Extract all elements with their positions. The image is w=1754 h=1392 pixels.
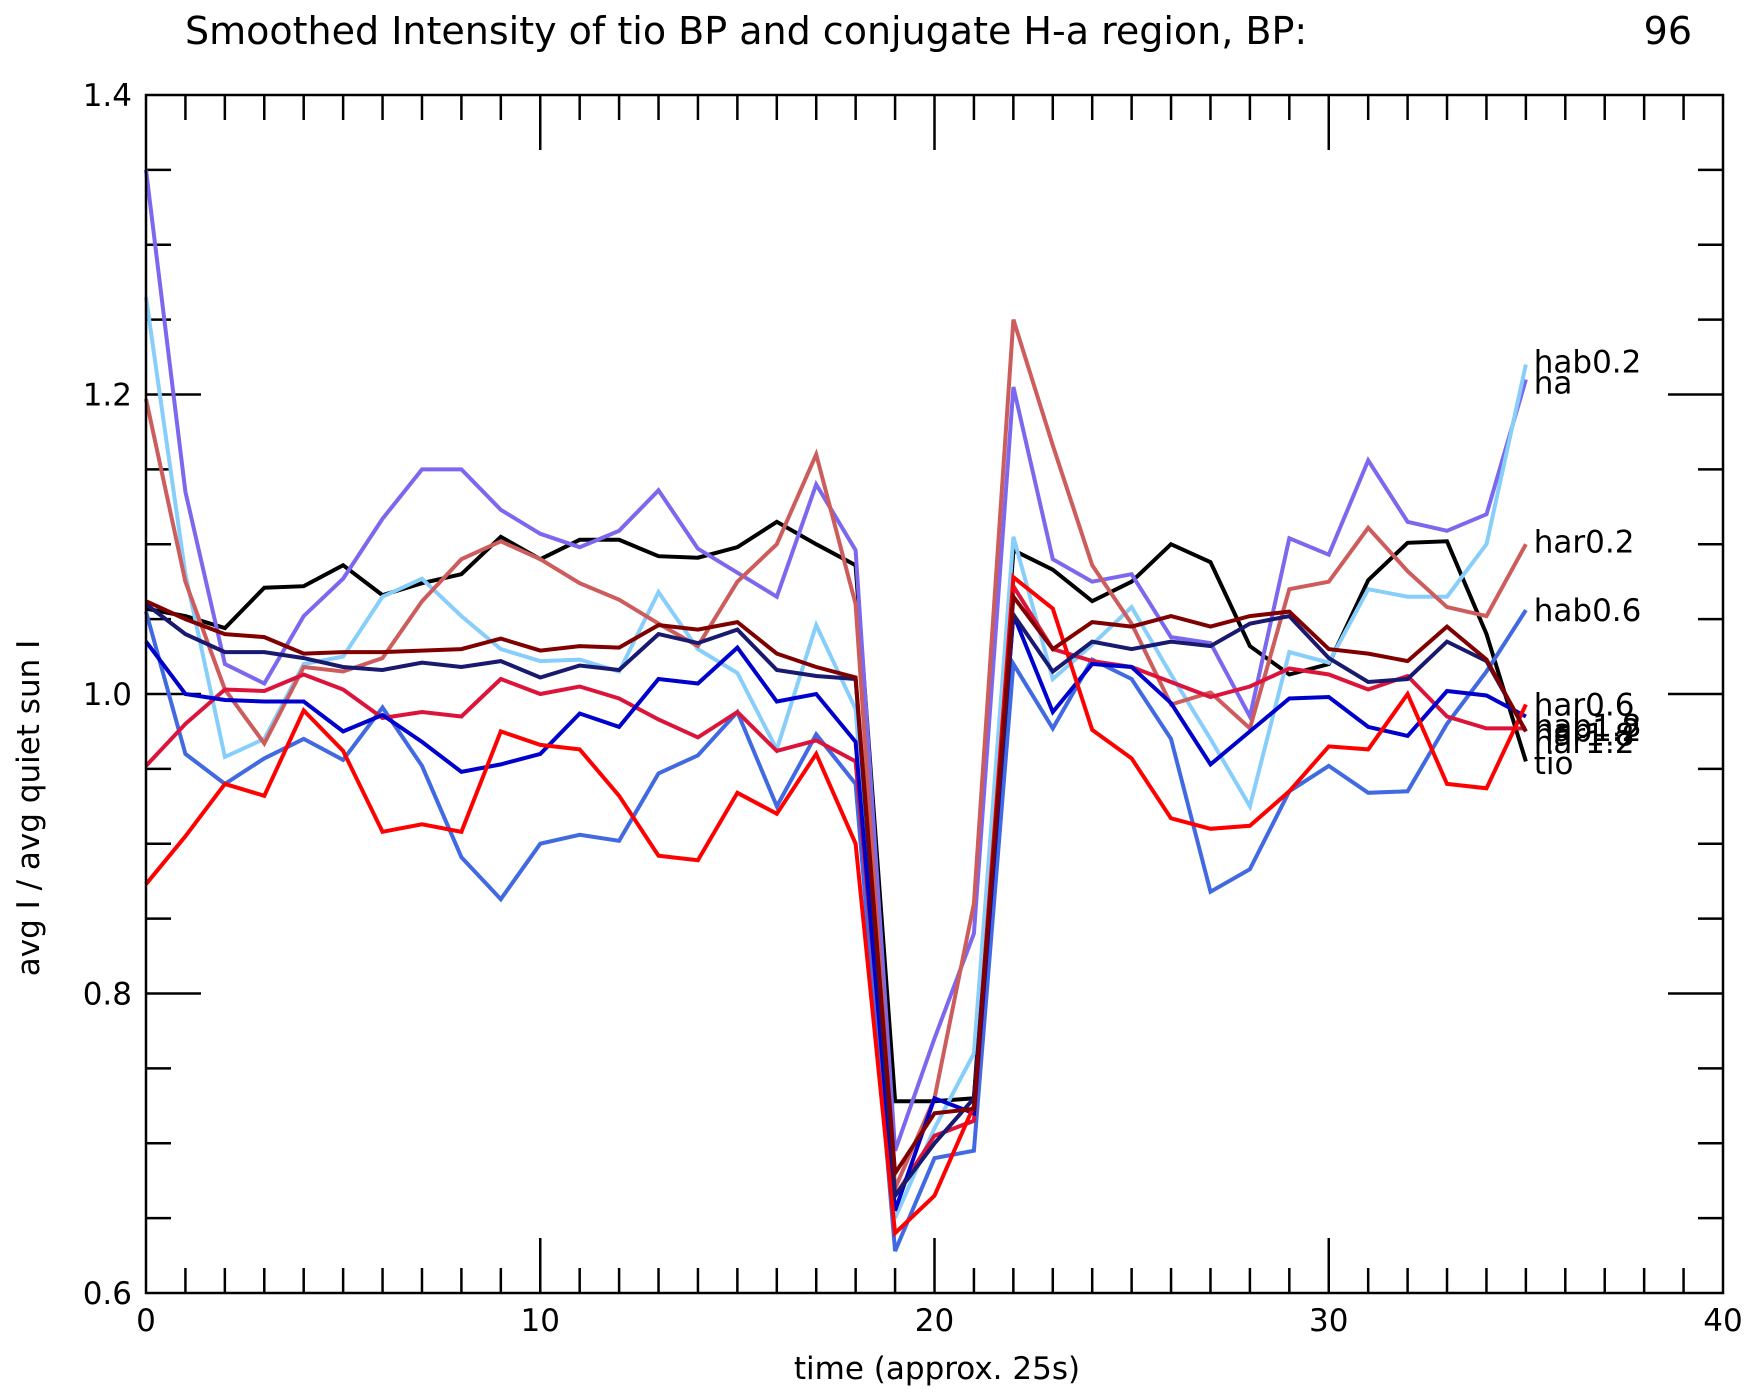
plot-frame [144,93,1725,1295]
series-label-ha: ha [1534,366,1573,402]
y-tick-label: 1.0 [83,677,132,713]
x-tick-label: 20 [915,1303,954,1339]
series-line-har1-8 [145,591,1528,1180]
series-label-tio: tio [1534,746,1574,782]
series-end-labels: hab0.2ha har0.2 hab0.6 har0.6hab1.8hab1.2ha… [1534,345,1642,782]
series-line-har1-2 [144,573,1528,1238]
x-tick-label: 0 [136,1303,156,1339]
series-label-har1-8: har1.8 [1534,717,1635,753]
x-tick-label: 40 [1703,1303,1742,1339]
chart-title: Smoothed Intensity of tio BP and conjuga… [185,9,1307,53]
series-label-har0-6: har0.6 [1534,687,1635,723]
series-line-hab0-6 [144,609,1528,1252]
y-tick-label: 0.8 [83,977,132,1013]
axis-ticks [146,95,1723,1293]
series-line-har0-6 [144,579,1526,1202]
y-axis-title: avg I / avg quiet sun I [11,640,47,977]
series-label-har1-2: har1.2 [1534,725,1635,761]
x-tick-label: 30 [1309,1303,1348,1339]
tick-labels: 0 10 20 30 40 0.6 0.8 1.0 1.2 1.4 [83,78,1743,1339]
series-line-har0-2 [144,319,1528,1190]
series-label-hab0-2: hab0.2 [1534,345,1642,381]
series-line-hab1-2 [144,613,1527,1212]
series-line-ha [144,169,1528,1152]
series-label-hab1-8: hab1.8 [1534,708,1642,744]
series-line-tio [145,519,1528,1104]
series-line-hab0-2 [144,296,1528,1219]
series-label-har0-2: har0.2 [1534,524,1635,560]
series-line-hab1-8 [144,602,1528,1202]
chart-title-value: 96 [1644,9,1692,53]
x-axis-title: time (approx. 25s) [794,1351,1080,1387]
x-tick-label: 10 [521,1303,560,1339]
series-label-hab0-6: hab0.6 [1534,593,1642,629]
y-tick-label: 1.2 [83,378,132,414]
series-lines [144,169,1528,1252]
series-label-hab1-2: hab1.2 [1534,713,1642,749]
y-tick-label: 1.4 [83,78,132,114]
y-tick-label: 0.6 [83,1276,132,1312]
